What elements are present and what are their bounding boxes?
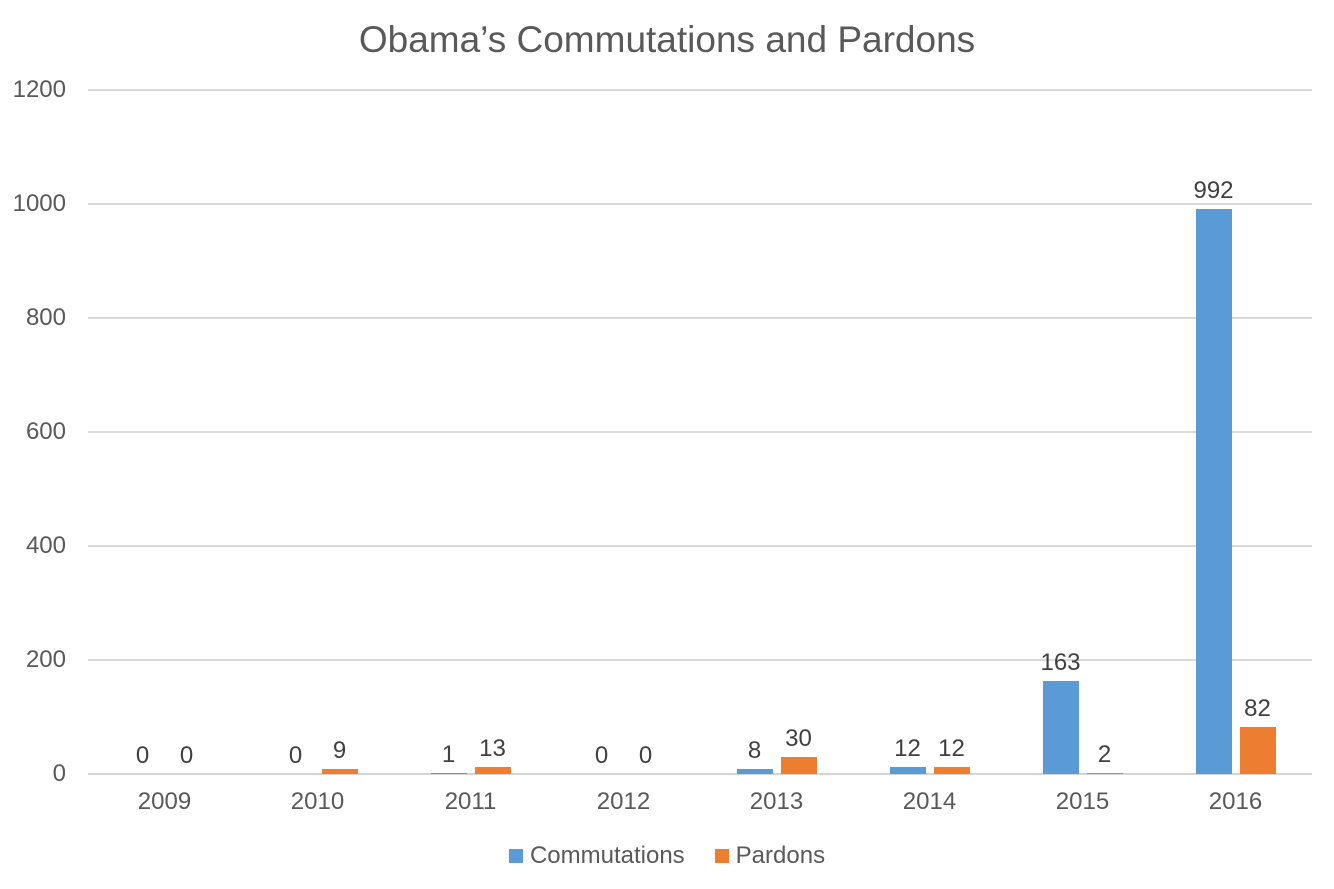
bar-pardons-2015 — [1086, 772, 1123, 774]
bar-commutations-2016 — [1195, 208, 1232, 774]
bar-value-label-commutations-2015: 163 — [1040, 649, 1081, 677]
bar-value-label-pardons-2010: 9 — [332, 736, 347, 764]
gridline — [88, 203, 1312, 205]
x-axis-label: 2013 — [749, 788, 804, 815]
chart-title: Obama’s Commutations and Pardons — [358, 19, 976, 60]
y-axis-tick-label: 600 — [25, 418, 66, 445]
y-axis-tick-label: 800 — [25, 304, 66, 331]
x-axis-label: 2010 — [290, 788, 345, 815]
gridline — [88, 89, 1312, 91]
legend-label-commutations: Commutations — [529, 842, 685, 869]
x-axis-label: 2014 — [902, 788, 957, 815]
bar-value-label-commutations-2011: 1 — [441, 741, 456, 769]
bar-value-label-pardons-2012: 0 — [638, 742, 653, 769]
y-axis-tick-label: 0 — [52, 760, 66, 787]
legend-swatch-pardons — [714, 849, 729, 863]
bar-value-label-commutations-2009: 0 — [135, 742, 150, 769]
x-axis-label: 2012 — [596, 788, 651, 815]
y-axis-tick-label: 1200 — [12, 76, 66, 103]
bar-value-label-commutations-2010: 0 — [288, 742, 303, 769]
x-axis-label: 2016 — [1208, 788, 1263, 815]
bar-value-label-pardons-2013: 30 — [785, 724, 812, 752]
bar-value-label-commutations-2014: 12 — [894, 735, 921, 763]
legend-item-pardons: Pardons — [714, 842, 826, 870]
bar-pardons-2016 — [1239, 727, 1276, 774]
bar-commutations-2014 — [889, 767, 926, 774]
x-axis-label: 2011 — [444, 788, 497, 815]
bar-commutations-2011 — [430, 773, 467, 774]
y-axis-tick-label: 1000 — [12, 190, 66, 217]
legend-item-commutations: Commutations — [508, 842, 685, 870]
gridline — [88, 431, 1312, 433]
bar-pardons-2014 — [933, 767, 970, 774]
legend-label-pardons: Pardons — [735, 842, 826, 869]
gridline — [88, 545, 1312, 547]
bar-value-label-pardons-2014: 12 — [938, 735, 965, 763]
bar-pardons-2010 — [321, 768, 358, 774]
bar-value-label-commutations-2013: 8 — [747, 737, 762, 765]
x-axis-label: 2009 — [137, 788, 192, 815]
bar-value-label-pardons-2015: 2 — [1097, 740, 1112, 768]
legend-swatch-commutations — [508, 849, 523, 863]
gridline — [88, 659, 1312, 661]
bar-value-label-pardons-2016: 82 — [1244, 695, 1271, 723]
y-axis-tick-label: 200 — [25, 646, 66, 673]
bar-value-label-commutations-2012: 0 — [594, 742, 609, 769]
gridline — [88, 317, 1312, 319]
bar-pardons-2013 — [780, 756, 817, 774]
bar-commutations-2013 — [736, 769, 773, 774]
bar-pardons-2011 — [474, 766, 511, 774]
x-axis-label: 2015 — [1055, 788, 1110, 815]
y-axis-tick-label: 400 — [25, 532, 66, 559]
legend: Commutations Pardons — [0, 842, 1334, 870]
bar-value-label-commutations-2016: 992 — [1193, 176, 1234, 204]
x-axis-line — [88, 773, 1312, 775]
bar-commutations-2015 — [1042, 681, 1079, 774]
bar-value-label-pardons-2009: 0 — [179, 742, 194, 769]
bar-value-label-pardons-2011: 13 — [479, 734, 506, 762]
